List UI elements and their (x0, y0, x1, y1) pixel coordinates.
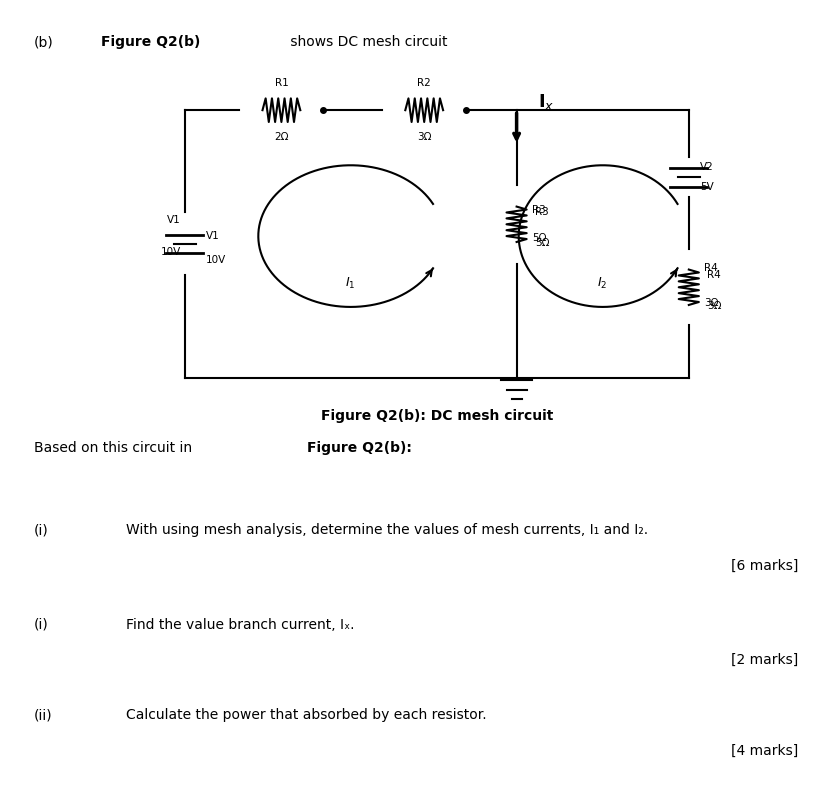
Text: Figure Q2(b):: Figure Q2(b): (307, 441, 412, 455)
Text: (b): (b) (34, 35, 54, 50)
Text: R2: R2 (417, 78, 431, 88)
Text: 10V: 10V (160, 247, 181, 257)
Text: [4 marks]: [4 marks] (731, 744, 798, 758)
Text: R4: R4 (704, 263, 717, 272)
Text: V1: V1 (167, 216, 181, 225)
Text: I$_2$: I$_2$ (597, 275, 608, 291)
Text: (ii): (ii) (34, 708, 52, 722)
Text: V1: V1 (206, 231, 219, 241)
Text: R4: R4 (707, 270, 721, 279)
Text: 5Ω: 5Ω (532, 234, 546, 243)
Text: 5V: 5V (700, 183, 713, 192)
Text: (i): (i) (34, 523, 49, 538)
Text: Figure Q2(b): DC mesh circuit: Figure Q2(b): DC mesh circuit (321, 409, 553, 423)
Text: Find the value branch current, Iₓ.: Find the value branch current, Iₓ. (126, 618, 354, 632)
Text: 10V: 10V (206, 255, 226, 264)
Text: I$_1$: I$_1$ (345, 275, 356, 291)
Text: I$_x$: I$_x$ (538, 92, 554, 113)
Text: 3Ω: 3Ω (704, 298, 718, 308)
Text: 2Ω: 2Ω (274, 132, 289, 142)
Text: R1: R1 (275, 78, 288, 88)
Text: 5Ω: 5Ω (535, 238, 549, 248)
Text: Figure Q2(b): Figure Q2(b) (101, 35, 200, 50)
Text: [2 marks]: [2 marks] (731, 653, 798, 667)
Text: shows DC mesh circuit: shows DC mesh circuit (286, 35, 447, 50)
Text: Calculate the power that absorbed by each resistor.: Calculate the power that absorbed by eac… (126, 708, 486, 722)
Text: R3: R3 (535, 207, 549, 216)
Text: [6 marks]: [6 marks] (731, 559, 798, 573)
Text: 3Ω: 3Ω (417, 132, 432, 142)
Text: V2: V2 (700, 162, 713, 172)
Text: Based on this circuit in: Based on this circuit in (34, 441, 196, 455)
Text: R3: R3 (532, 205, 545, 215)
Text: With using mesh analysis, determine the values of mesh currents, I₁ and I₂.: With using mesh analysis, determine the … (126, 523, 648, 538)
Text: (i): (i) (34, 618, 49, 632)
Text: 3Ω: 3Ω (707, 301, 722, 311)
